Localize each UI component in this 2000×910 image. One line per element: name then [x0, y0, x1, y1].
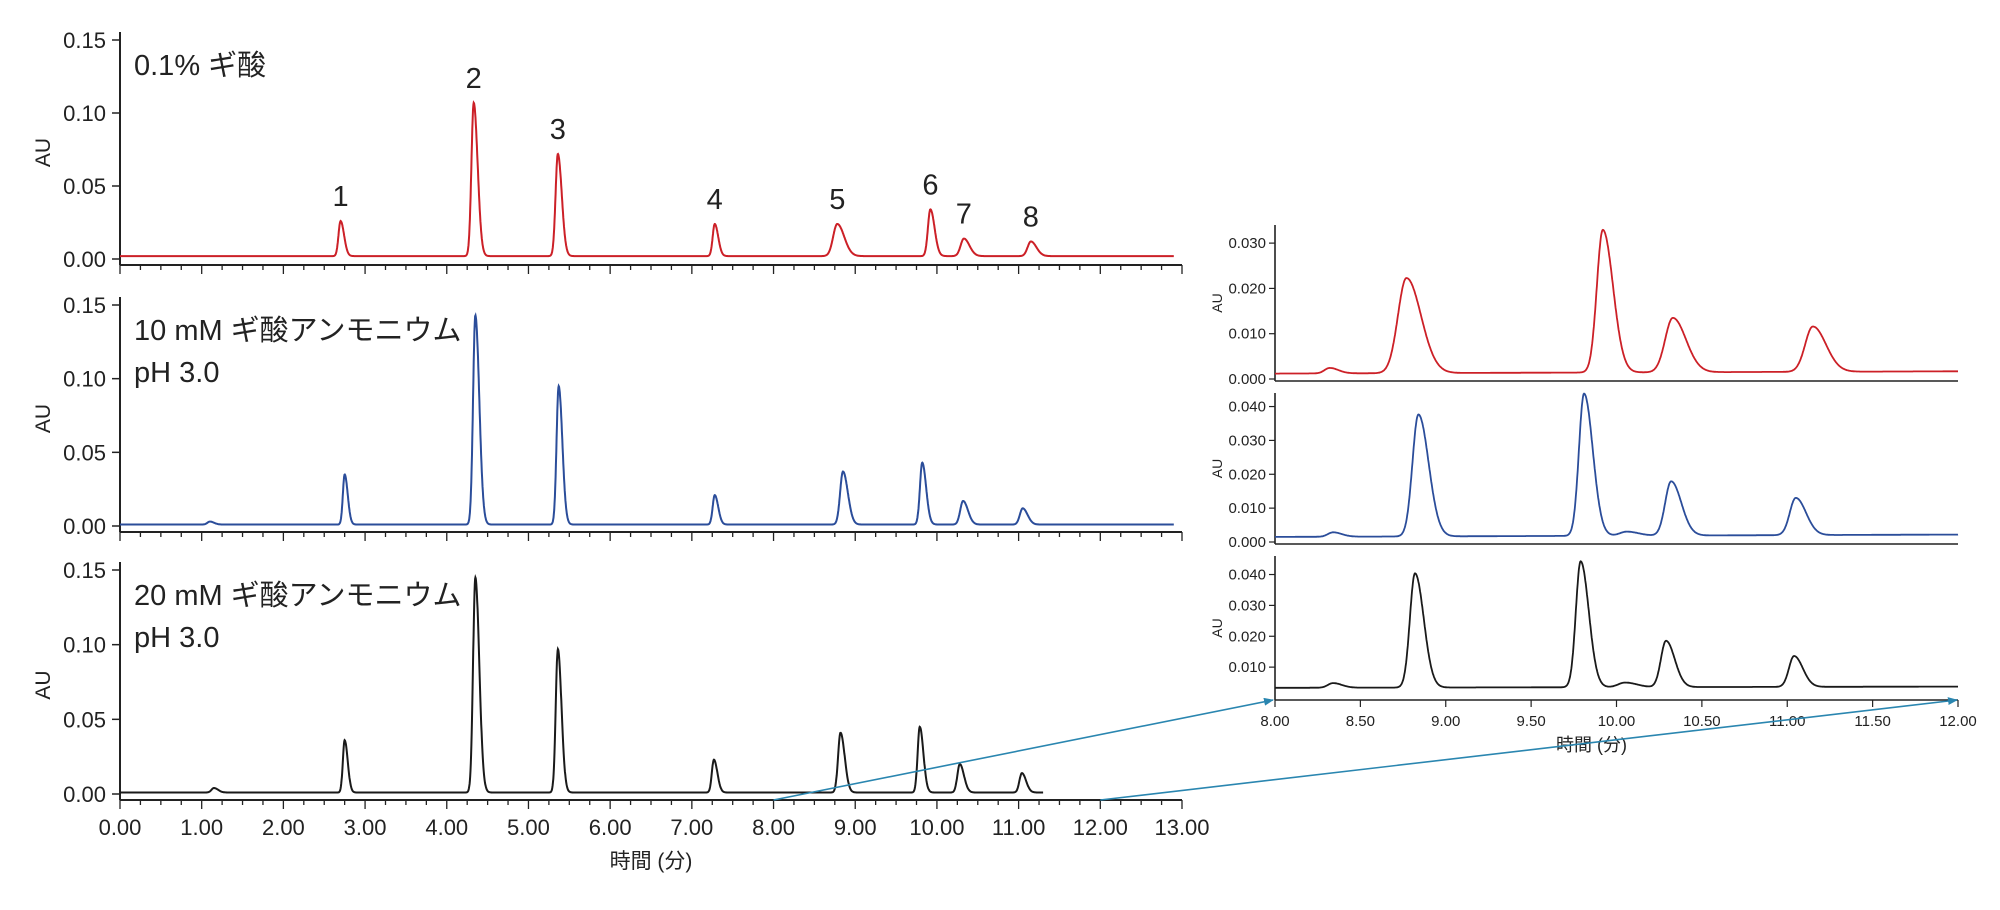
y-tick-label: 0.00: [63, 782, 106, 807]
panel-label: pH 3.0: [134, 357, 219, 389]
y-tick-label: 0.15: [63, 558, 106, 583]
y-axis-title: AU: [1209, 459, 1225, 478]
y-axis-title: AU: [32, 138, 55, 167]
peak-number-label: 4: [707, 184, 723, 216]
x-tick-label: 10.00: [1598, 713, 1636, 730]
peak-number-label: 8: [1023, 201, 1039, 233]
y-axis-title: AU: [32, 670, 55, 699]
zoom-trace-amf20: [1275, 560, 1958, 689]
y-tick-label: 0.020: [1228, 280, 1266, 297]
y-tick-label: 0.05: [63, 440, 106, 465]
y-tick-label: 0.010: [1228, 500, 1266, 517]
x-tick-label: 8.50: [1346, 713, 1375, 730]
x-tick-label: 5.00: [507, 815, 550, 840]
y-tick-label: 0.040: [1228, 399, 1266, 416]
x-tick-label: 9.50: [1517, 713, 1546, 730]
x-tick-label: 12.00: [1073, 815, 1128, 840]
y-tick-label: 0.10: [63, 101, 106, 126]
x-tick-label: 12.00: [1939, 713, 1977, 730]
x-tick-label: 6.00: [589, 815, 632, 840]
y-tick-label: 0.15: [63, 293, 106, 318]
y-tick-label: 0.010: [1228, 326, 1266, 343]
x-tick-label: 11.00: [1769, 713, 1805, 730]
y-tick-label: 0.030: [1228, 597, 1266, 614]
y-tick-label: 0.15: [63, 28, 106, 53]
y-tick-label: 0.05: [63, 707, 106, 732]
peak-number-label: 2: [466, 63, 482, 95]
panel-label: 10 mM ギ酸アンモニウム: [134, 314, 462, 347]
panel-label: pH 3.0: [134, 622, 219, 654]
panel-label: 20 mM ギ酸アンモニウム: [134, 579, 462, 612]
y-axis-title: AU: [32, 404, 55, 433]
y-tick-label: 0.00: [63, 514, 106, 539]
peak-number-label: 3: [550, 114, 566, 146]
y-tick-label: 0.10: [63, 633, 106, 658]
x-tick-label: 9.00: [1431, 713, 1460, 730]
x-tick-label: 10.50: [1683, 713, 1721, 730]
zoom-arrow-start: [773, 697, 1274, 801]
y-tick-label: 0.010: [1228, 659, 1266, 676]
y-tick-label: 0.05: [63, 174, 106, 199]
y-tick-label: 0.00: [63, 247, 106, 272]
x-tick-label: 1.00: [180, 815, 223, 840]
zoom-trace-formic: [1275, 228, 1958, 375]
y-tick-label: 0.030: [1228, 432, 1266, 449]
y-axis-title: AU: [1209, 293, 1225, 312]
zoom-trace-amf10: [1275, 392, 1959, 538]
x-tick-label: 4.00: [425, 815, 468, 840]
x-tick-label: 11.50: [1854, 713, 1890, 730]
peak-number-label: 6: [922, 169, 938, 201]
y-tick-label: 0.10: [63, 367, 106, 392]
x-tick-label: 11.00: [992, 815, 1045, 840]
y-tick-label: 0.040: [1228, 567, 1266, 584]
y-tick-label: 0.030: [1228, 235, 1266, 252]
x-tick-label: 8.00: [752, 815, 795, 840]
peak-number-label: 7: [956, 199, 972, 231]
x-tick-label: 13.00: [1154, 815, 1209, 840]
zoom-arrow-end: [1100, 697, 1958, 801]
panel-label: 0.1% ギ酸: [134, 49, 266, 82]
chromatogram-trace-formic: [120, 100, 1174, 258]
x-axis-title: 時間 (分): [610, 850, 693, 873]
x-tick-label: 0.00: [99, 815, 142, 840]
x-tick-label: 3.00: [344, 815, 387, 840]
y-tick-label: 0.000: [1228, 534, 1266, 551]
y-tick-label: 0.020: [1228, 628, 1266, 645]
x-tick-label: 2.00: [262, 815, 305, 840]
x-tick-label: 8.00: [1260, 713, 1289, 730]
x-tick-label: 10.00: [909, 815, 964, 840]
chromatogram-trace-amf20: [120, 573, 1044, 794]
chromatogram-trace-amf10: [120, 312, 1174, 526]
x-tick-label: 7.00: [670, 815, 713, 840]
x-tick-label: 9.00: [834, 815, 877, 840]
peak-number-label: 5: [829, 184, 845, 216]
y-tick-label: 0.000: [1228, 371, 1266, 388]
peak-number-label: 1: [332, 181, 348, 213]
y-tick-label: 0.020: [1228, 466, 1266, 483]
y-axis-title: AU: [1209, 618, 1225, 637]
